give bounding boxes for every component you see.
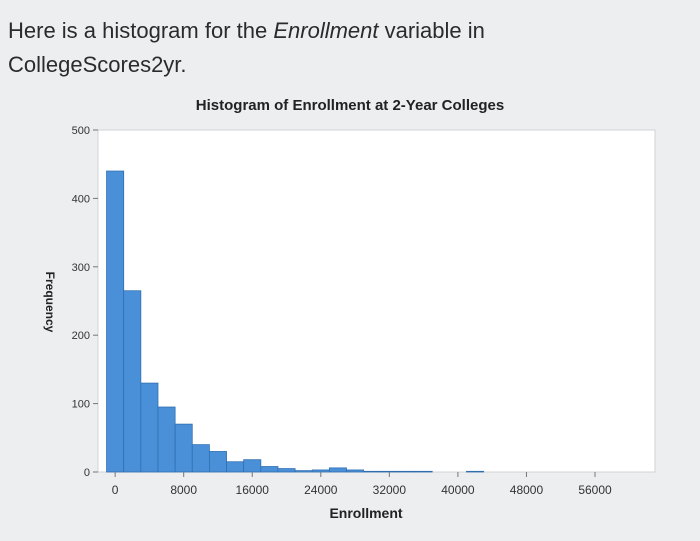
intro-variable: Enrollment xyxy=(273,18,379,43)
y-tick-label: 500 xyxy=(72,125,90,137)
histogram-svg: Histogram of Enrollment at 2-Year Colleg… xyxy=(43,97,656,521)
histogram-bar xyxy=(328,467,347,473)
histogram-bar xyxy=(191,444,210,473)
histogram-chart: Histogram of Enrollment at 2-Year Colleg… xyxy=(0,84,700,534)
histogram-bar xyxy=(414,470,433,473)
y-tick-label: 100 xyxy=(72,399,90,411)
histogram-bar xyxy=(260,466,279,473)
histogram-bar xyxy=(208,451,227,473)
intro-line-1: Here is a histogram for the Enrollment v… xyxy=(8,14,668,48)
bars-group xyxy=(106,170,485,473)
y-tick-label: 0 xyxy=(84,467,90,479)
x-axis-label: Enrollment xyxy=(329,505,402,521)
histogram-bar xyxy=(311,469,330,473)
histogram-bar xyxy=(226,461,245,473)
histogram-bar xyxy=(380,470,399,473)
histogram-bar xyxy=(157,406,176,473)
x-tick-label: 56000 xyxy=(578,483,612,497)
x-tick-label: 24000 xyxy=(304,483,338,497)
plot-frame xyxy=(97,129,656,473)
intro-dataset: CollegeScores2yr. xyxy=(8,52,187,77)
intro-part2: variable in xyxy=(378,18,485,43)
histogram-bar xyxy=(140,382,159,473)
histogram-bar xyxy=(174,423,193,473)
x-tick-label: 32000 xyxy=(373,483,407,497)
histogram-bar xyxy=(123,290,142,473)
y-tick-label: 400 xyxy=(72,193,90,205)
histogram-bar xyxy=(106,170,125,473)
intro-part1: Here is a histogram for the xyxy=(8,18,274,43)
x-tick-label: 40000 xyxy=(441,483,475,497)
y-tick-label: 200 xyxy=(72,330,90,342)
y-tick-label: 300 xyxy=(72,262,90,274)
intro-text: Here is a histogram for the Enrollment v… xyxy=(8,14,668,82)
histogram-bar xyxy=(346,469,365,473)
histogram-bar xyxy=(466,470,485,473)
x-tick-label: 16000 xyxy=(236,483,270,497)
histogram-bar xyxy=(243,459,262,473)
histogram-bar xyxy=(397,470,416,473)
chart-title: Histogram of Enrollment at 2-Year Colleg… xyxy=(196,97,504,114)
x-tick-label: 48000 xyxy=(510,483,544,497)
histogram-bar xyxy=(294,470,313,473)
x-tick-label: 8000 xyxy=(170,483,197,497)
histogram-bar xyxy=(277,468,296,473)
histogram-bar xyxy=(363,470,382,473)
x-tick-label: 0 xyxy=(112,483,119,497)
y-axis: 0 100 200 300 400 500 xyxy=(72,125,98,479)
y-axis-label: Frequency xyxy=(43,272,57,333)
x-axis: 0 8000 16000 24000 32000 40000 48000 56000 xyxy=(112,472,612,497)
